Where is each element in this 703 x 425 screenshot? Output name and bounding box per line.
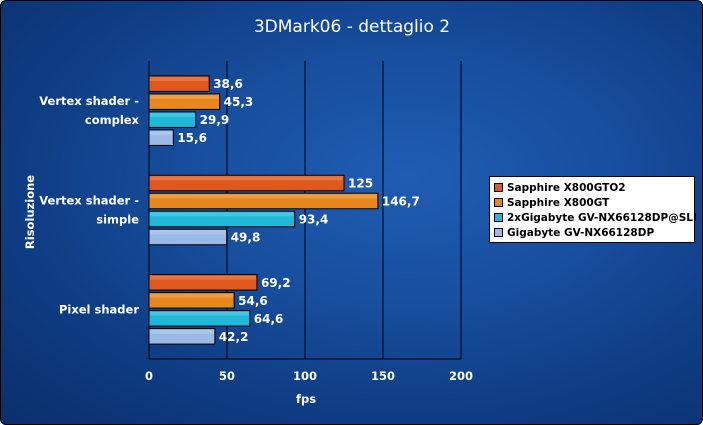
legend-swatch: [494, 183, 503, 192]
data-label: 38,6: [213, 77, 243, 91]
bar-highlight: [150, 212, 294, 217]
x-tick-label: 50: [219, 369, 235, 383]
category-label: Vertex shader -: [39, 194, 139, 208]
x-tick-label: 100: [293, 369, 317, 383]
x-tick-labels: 0 50 100 150 200: [145, 369, 473, 383]
bar-highlight: [150, 176, 343, 181]
category-label: simple: [96, 213, 139, 227]
legend-label: 2xGigabyte GV-NX66128DP@SLI: [507, 211, 697, 224]
legend-swatch: [494, 228, 503, 237]
y-axis-title: Risoluzione: [23, 175, 37, 249]
bar-highlight: [150, 112, 195, 117]
bar-highlight: [150, 76, 209, 81]
data-label: 45,3: [224, 95, 254, 109]
legend-item: Gigabyte GV-NX66128DP: [494, 225, 690, 240]
legend-item: Sapphire X800GT: [494, 195, 690, 210]
category-labels: Vertex shader - complex Vertex shader - sim…: [39, 94, 139, 316]
data-label: 49,8: [231, 231, 261, 245]
bar-highlight: [150, 194, 377, 199]
bar-series-group: 38,6 45,3 29,9 15,6 125 146,7 93,4 49,8 69,2 54,6…: [148, 75, 420, 345]
data-label: 29,9: [200, 113, 230, 127]
data-label: 93,4: [299, 213, 329, 227]
chart-title: 3DMark06 - dettaglio 2: [254, 17, 450, 37]
data-label: 69,2: [261, 276, 291, 290]
legend-item: 2xGigabyte GV-NX66128DP@SLI: [494, 210, 697, 225]
bar-highlight: [150, 94, 219, 99]
legend-label: Sapphire X800GTO2: [507, 181, 626, 194]
data-label: 42,2: [219, 330, 249, 344]
x-tick-label: 0: [145, 369, 153, 383]
bar-highlight: [150, 311, 249, 316]
category-label: Vertex shader -: [39, 94, 139, 108]
x-tick-label: 150: [371, 369, 395, 383]
bar-highlight: [150, 293, 234, 298]
bar-highlight: [150, 130, 173, 135]
legend-swatch: [494, 213, 503, 222]
legend-label: Gigabyte GV-NX66128DP: [507, 226, 655, 239]
bar-highlight: [150, 329, 214, 334]
legend-swatch: [494, 198, 503, 207]
data-label: 15,6: [177, 131, 207, 145]
data-label: 146,7: [382, 195, 420, 209]
category-label: Pixel shader: [59, 302, 139, 316]
x-axis-title: fps: [296, 392, 316, 406]
axes: [148, 61, 461, 360]
data-label: 125: [348, 177, 373, 191]
data-label: 64,6: [254, 312, 284, 326]
x-tick-label: 200: [449, 369, 473, 383]
grid-lines: [226, 61, 462, 359]
legend-item: Sapphire X800GTO2: [494, 180, 690, 195]
legend: Sapphire X800GTO2 Sapphire X800GT 2xGigaby…: [489, 176, 697, 243]
legend-label: Sapphire X800GT: [507, 196, 610, 209]
data-label: 54,6: [238, 294, 268, 308]
bar-highlight: [150, 275, 256, 280]
bar-highlight: [150, 230, 226, 235]
category-label: complex: [85, 113, 140, 127]
